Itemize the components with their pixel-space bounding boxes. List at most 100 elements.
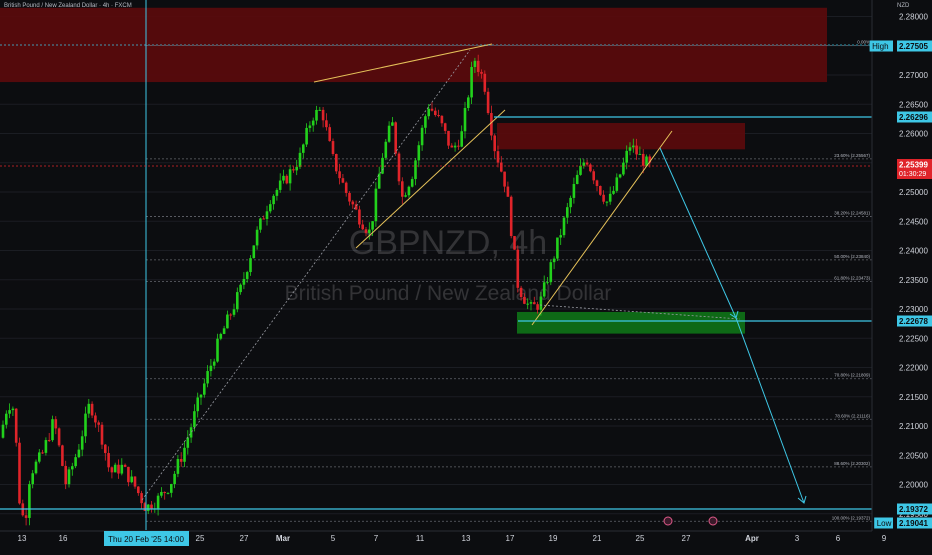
candle-body xyxy=(196,397,199,412)
candle-body xyxy=(262,218,265,220)
candle-body xyxy=(562,217,566,236)
candle-body xyxy=(490,113,493,136)
candle-body xyxy=(338,171,341,179)
fib-diagonal xyxy=(141,49,471,501)
price-label-value: 2.19041 xyxy=(899,519,928,528)
candle-body xyxy=(628,147,632,151)
price-label-value: 2.22678 xyxy=(899,317,928,326)
candle-body xyxy=(536,304,539,310)
x-tick-label: 16 xyxy=(59,534,68,543)
candle-body xyxy=(24,515,28,518)
candle-body xyxy=(209,365,213,372)
candle-body xyxy=(526,303,529,305)
candle-body xyxy=(500,162,503,172)
candle-body xyxy=(401,181,404,197)
candle-body xyxy=(107,453,110,468)
grid xyxy=(0,16,872,515)
candle-body xyxy=(460,131,463,147)
watermark-name: British Pound / New Zealand Dollar xyxy=(285,282,612,305)
candle-body xyxy=(117,464,120,474)
candle-body xyxy=(569,197,572,208)
x-tick-label: Mar xyxy=(276,534,290,543)
event-marker-icon xyxy=(663,516,673,526)
candle-body xyxy=(67,469,71,485)
candle-body xyxy=(321,109,325,121)
candle-body xyxy=(585,162,589,165)
candle-body xyxy=(539,296,543,310)
candle-body xyxy=(179,459,183,462)
candle-body xyxy=(391,122,394,126)
candle-body xyxy=(203,383,206,395)
candle-body xyxy=(265,211,269,219)
candle-body xyxy=(80,436,84,450)
candle-body xyxy=(612,190,615,194)
candle-body xyxy=(387,125,391,142)
candle-body xyxy=(54,419,58,429)
fibonacci-retracement[interactable]: 0.00% 23.60% (2.25567) 38.20% (2.24581) 50.… xyxy=(146,40,872,522)
candle-body xyxy=(516,249,520,288)
x-tick-label: 27 xyxy=(682,534,691,543)
drawings[interactable] xyxy=(0,0,872,530)
candle-body xyxy=(61,445,64,466)
candle-body xyxy=(143,503,147,511)
rising-wedge-line xyxy=(531,130,673,326)
x-tick-label: 3 xyxy=(795,534,800,543)
y-tick-label: 2.21000 xyxy=(899,422,928,431)
candle-body xyxy=(394,122,397,154)
candle-body xyxy=(229,314,232,316)
candle-body xyxy=(51,419,54,441)
candle-body xyxy=(331,141,335,154)
candle-body xyxy=(285,175,289,184)
candle-body xyxy=(625,150,628,163)
candle-body xyxy=(77,449,81,458)
candle-body xyxy=(552,258,556,263)
y-tick-label: 2.24500 xyxy=(899,217,928,226)
x-tick-label: 7 xyxy=(374,534,379,543)
projection-arrowhead xyxy=(797,495,807,504)
x-tick-label: 19 xyxy=(549,534,558,543)
candle-body xyxy=(427,108,430,117)
candle-body xyxy=(341,178,345,183)
candle-body xyxy=(589,164,592,172)
candle-body xyxy=(381,157,384,174)
candle-body xyxy=(519,287,523,298)
candle-body xyxy=(605,201,609,203)
measure-line xyxy=(539,304,741,320)
candle-body xyxy=(74,457,77,467)
candle-body xyxy=(486,91,490,114)
candle-body xyxy=(156,495,160,509)
candle-body xyxy=(437,115,440,117)
price-label-box xyxy=(897,315,932,327)
candle-body xyxy=(358,209,361,225)
candle-body xyxy=(542,282,546,297)
candle-body xyxy=(608,193,612,202)
x-tick-label: Apr xyxy=(745,534,759,543)
price-label-box xyxy=(897,111,932,123)
candle-body xyxy=(1,424,5,438)
demand-zone xyxy=(517,311,745,334)
candle-body xyxy=(311,120,315,126)
candle-body xyxy=(407,186,411,196)
price-label-value: 2.26296 xyxy=(899,113,928,122)
candle-body xyxy=(64,465,67,485)
candle-body xyxy=(440,115,444,124)
x-tick-label: 25 xyxy=(196,534,205,543)
price-label-tag: High xyxy=(872,42,888,51)
price-label-box xyxy=(897,503,932,515)
candle-body xyxy=(186,437,190,448)
candle-body xyxy=(137,486,140,494)
candle-body xyxy=(579,165,582,175)
candle-body xyxy=(302,144,305,153)
candle-body xyxy=(100,424,104,445)
candle-body xyxy=(18,442,21,504)
price-label-box xyxy=(897,40,932,52)
candle-body xyxy=(377,173,381,189)
candle-body xyxy=(232,309,236,315)
candle-body xyxy=(140,493,143,504)
price-label-box xyxy=(897,159,932,179)
candle-body xyxy=(292,169,295,171)
